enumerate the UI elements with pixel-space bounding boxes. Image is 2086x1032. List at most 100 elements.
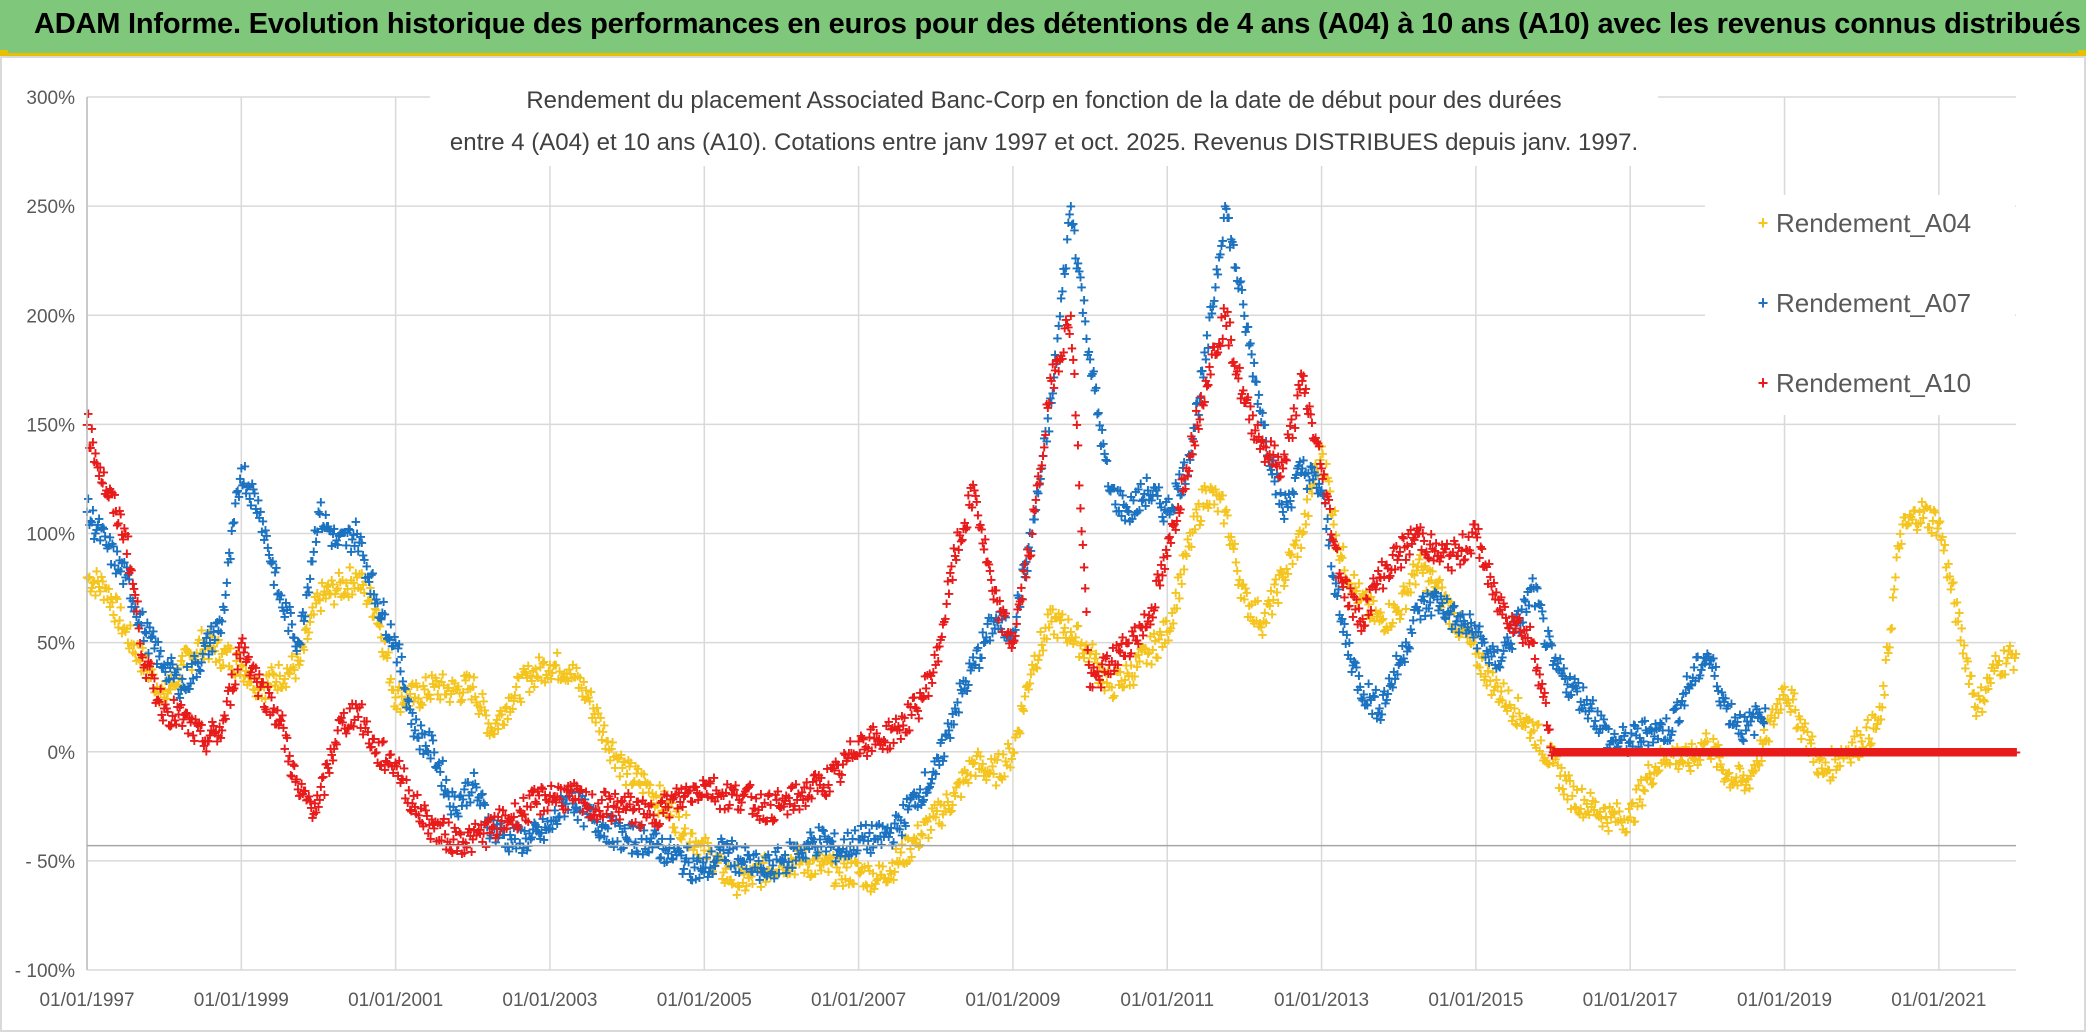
data-point-Rendement_A04: + <box>810 864 820 883</box>
data-point-Rendement_A04: + <box>1014 722 1024 741</box>
data-point-Rendement_A04: + <box>400 696 410 715</box>
data-point-Rendement_A04: + <box>484 714 494 733</box>
data-point-Rendement_A04: + <box>264 665 274 684</box>
data-point-Rendement_A04: + <box>949 783 959 802</box>
data-point-Rendement_A04: + <box>983 762 993 781</box>
data-point-Rendement_A04: + <box>805 867 815 886</box>
data-point-Rendement_A04: + <box>88 573 98 592</box>
data-point-Rendement_A04: + <box>1115 662 1125 681</box>
data-point-Rendement_A04: + <box>750 859 760 878</box>
data-point-Rendement_A04: + <box>562 665 572 684</box>
data-point-Rendement_A04: + <box>978 755 988 774</box>
data-point-Rendement_A04: + <box>940 802 950 821</box>
data-point-Rendement_A04: + <box>129 636 139 655</box>
data-point-Rendement_A04: + <box>604 740 614 759</box>
data-point-Rendement_A04: + <box>1112 662 1122 681</box>
data-point-Rendement_A07: + <box>397 647 407 666</box>
data-point-Rendement_A04: + <box>83 569 93 588</box>
data-point-Rendement_A04: + <box>573 667 583 686</box>
data-point-Rendement_A04: + <box>790 865 800 884</box>
y-tick-label: 0% <box>48 743 76 764</box>
data-point-Rendement_A04: + <box>192 644 202 663</box>
data-point-Rendement_A04: + <box>524 682 534 701</box>
data-point-Rendement_A04: + <box>127 635 137 654</box>
data-point-Rendement_A04: + <box>93 572 103 591</box>
data-point-Rendement_A04: + <box>767 862 777 881</box>
data-point-Rendement_A04: + <box>963 774 973 793</box>
data-point-Rendement_A04: + <box>819 855 829 874</box>
data-point-Rendement_A04: + <box>341 573 351 592</box>
data-point-Rendement_A04: + <box>497 705 507 724</box>
legend: + Rendement_A04+ Rendement_A07+ Rendement_A… <box>1705 195 2015 415</box>
data-point-Rendement_A04: + <box>162 689 172 708</box>
data-point-Rendement_A04: + <box>242 676 252 695</box>
data-point-Rendement_A04: + <box>99 591 109 610</box>
data-point-Rendement_A10: + <box>1075 499 1085 518</box>
data-point-Rendement_A04: + <box>899 855 909 874</box>
data-point-Rendement_A07: + <box>1069 221 1079 240</box>
data-point-Rendement_A04: + <box>770 865 780 884</box>
data-point-Rendement_A04: + <box>117 624 127 643</box>
data-point-Rendement_A04: + <box>440 685 450 704</box>
data-point-Rendement_A04: + <box>838 876 848 895</box>
data-point-Rendement_A04: + <box>338 571 348 590</box>
data-point-Rendement_A04: + <box>955 772 965 791</box>
data-point-Rendement_A04: + <box>543 668 553 687</box>
data-point-Rendement_A04: + <box>918 826 928 845</box>
data-point-Rendement_A04: + <box>130 644 140 663</box>
data-point-Rendement_A04: + <box>439 676 449 695</box>
data-point-Rendement_A04: + <box>608 733 618 752</box>
data-point-Rendement_A04: + <box>169 674 179 693</box>
data-point-Rendement_A04: + <box>364 591 374 610</box>
data-point-Rendement_A04: + <box>391 688 401 707</box>
data-point-Rendement_A04: + <box>434 676 444 695</box>
data-point-Rendement_A04: + <box>938 805 948 824</box>
data-point-Rendement_A04: + <box>1966 667 1976 686</box>
data-point-Rendement_A04: + <box>1044 618 1054 637</box>
data-point-Rendement_A04: + <box>952 774 962 793</box>
data-point-Rendement_A04: + <box>817 852 827 871</box>
data-point-Rendement_A04: + <box>945 802 955 821</box>
data-point-Rendement_A04: + <box>209 637 219 656</box>
data-point-Rendement_A04: + <box>383 643 393 662</box>
data-point-Rendement_A04: + <box>1940 536 1950 555</box>
data-point-Rendement_A04: + <box>388 681 398 700</box>
data-point-Rendement_A04: + <box>499 716 509 735</box>
data-point-Rendement_A04: + <box>229 664 239 683</box>
data-point-Rendement_A04: + <box>837 870 847 889</box>
data-point-Rendement_A04: + <box>985 763 995 782</box>
data-point-Rendement_A04: + <box>966 766 976 785</box>
data-point-Rendement_A04: + <box>239 672 249 691</box>
data-point-Rendement_A04: + <box>603 732 613 751</box>
y-tick-label: 150% <box>26 415 75 436</box>
data-point-Rendement_A10: + <box>1325 499 1335 518</box>
data-point-Rendement_A04: + <box>1003 734 1013 753</box>
data-point-Rendement_A04: + <box>652 796 662 815</box>
data-point-Rendement_A04: + <box>206 640 216 659</box>
data-point-Rendement_A04: + <box>463 680 473 699</box>
data-point-Rendement_A04: + <box>849 874 859 893</box>
data-point-Rendement_A10: + <box>1225 313 1235 332</box>
data-point-Rendement_A04: + <box>394 677 404 696</box>
data-point-Rendement_A07: + <box>368 564 378 583</box>
data-point-Rendement_A04: + <box>975 747 985 766</box>
data-point-Rendement_A04: + <box>708 862 718 881</box>
data-point-Rendement_A04: + <box>309 605 319 624</box>
data-point-Rendement_A04: + <box>897 835 907 854</box>
x-tick-label: 01/01/2017 <box>1583 990 1678 1011</box>
data-point-Rendement_A04: + <box>446 684 456 703</box>
data-point-Rendement_A04: + <box>399 693 409 712</box>
data-point-Rendement_A04: + <box>610 759 620 778</box>
data-point-Rendement_A04: + <box>809 850 819 869</box>
data-point-Rendement_A04: + <box>461 671 471 690</box>
data-point-Rendement_A04: + <box>1074 647 1084 666</box>
data-point-Rendement_A04: + <box>1071 628 1081 647</box>
data-point-Rendement_A04: + <box>846 854 856 873</box>
data-point-Rendement_A10: + <box>1206 365 1216 384</box>
data-point-Rendement_A04: + <box>599 716 609 735</box>
data-point-Rendement_A04: + <box>1004 739 1014 758</box>
data-point-Rendement_A04: + <box>222 642 232 661</box>
data-point-Rendement_A04: + <box>373 614 383 633</box>
data-point-Rendement_A10: + <box>1190 436 1200 455</box>
data-point-Rendement_A07: + <box>271 559 281 578</box>
